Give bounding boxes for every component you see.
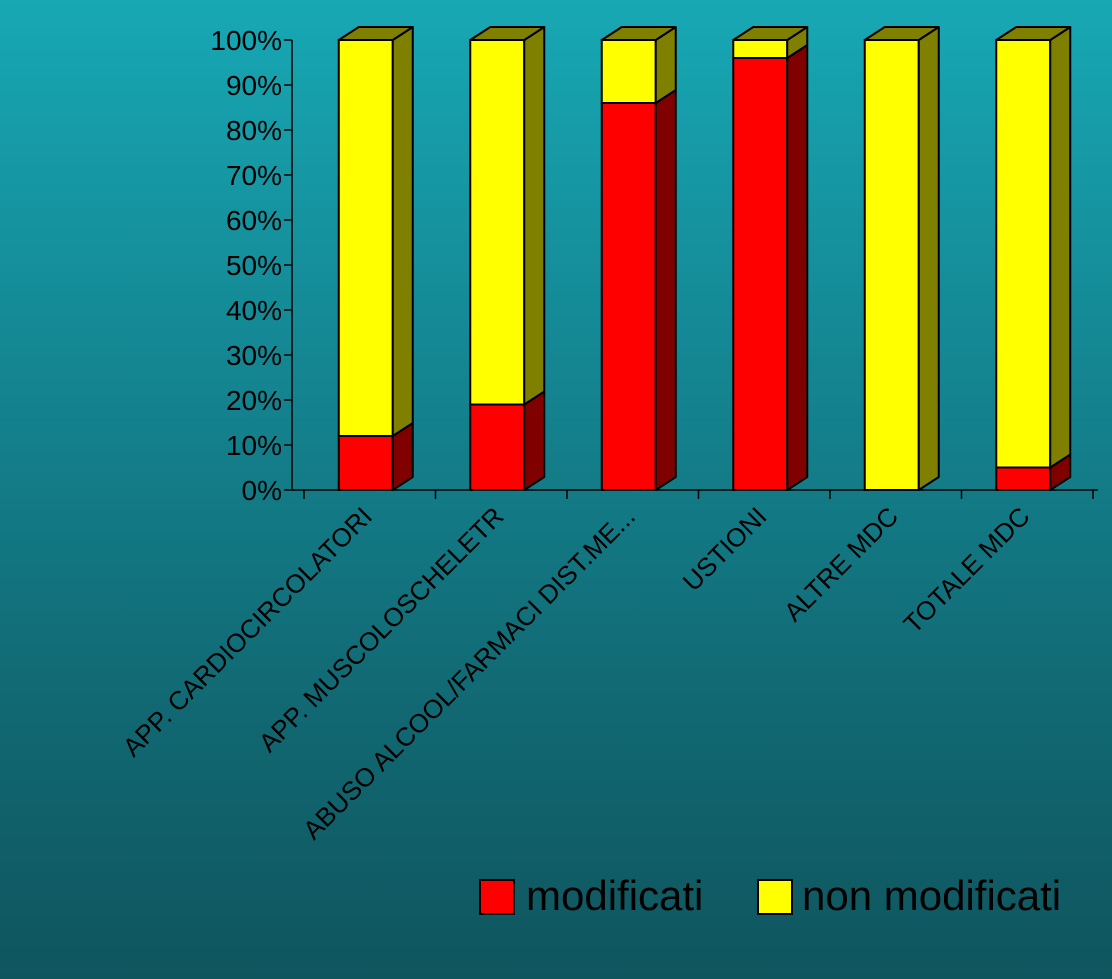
bar-top-5 [995, 26, 1072, 41]
y-tick-label: 40% [226, 295, 282, 326]
x-category-label: TOTALE MDC [897, 501, 1035, 639]
y-tick-label: 50% [226, 250, 282, 281]
bar-top-2 [600, 26, 677, 41]
legend-swatch-non-modificati [757, 879, 793, 915]
y-tick-label: 100% [210, 25, 282, 56]
y-tick-label: 70% [226, 160, 282, 191]
x-axis [292, 489, 1098, 499]
bar-4-non-modificati [863, 39, 920, 491]
bar-5-non-modificati [995, 39, 1052, 469]
bar-3-modificati [732, 57, 789, 491]
bar-top-3 [732, 26, 809, 41]
legend-label-non-modificati: non modificati [802, 872, 1061, 919]
bar-3-non-modificati [732, 39, 789, 59]
bar-side-1-non-modificati [523, 26, 546, 406]
y-tick-label: 10% [226, 430, 282, 461]
y-tick-label: 90% [226, 70, 282, 101]
legend-label-modificati: modificati [526, 872, 703, 919]
bar-side-5-non-modificati [1049, 26, 1072, 469]
bar-side-0-non-modificati [391, 26, 414, 437]
bar-side-3-modificati [786, 44, 809, 491]
x-category-label: ALTRE MDC [778, 501, 904, 627]
x-category-label: APP. CARDIOCIRCOLATORI [117, 501, 378, 762]
y-tick-label: 20% [226, 385, 282, 416]
bar-2-modificati [600, 102, 657, 491]
y-tick-label: 60% [226, 205, 282, 236]
bar-side-2-modificati [654, 89, 677, 491]
bar-2-non-modificati [600, 39, 657, 104]
y-tick-label: 0% [242, 475, 282, 506]
bar-top-4 [863, 26, 940, 41]
bar-1-modificati [469, 403, 526, 491]
bar-top-1 [469, 26, 546, 41]
y-axis: 0% 10% 20% 30% 40% 50% 60% 70% 80% 90% 100% [210, 25, 293, 506]
y-tick-label: 80% [226, 115, 282, 146]
bar-top-0 [337, 26, 414, 41]
bar-side-1-modificati [523, 390, 546, 491]
bar-5-modificati [995, 466, 1052, 491]
bars [337, 26, 1072, 491]
x-category-label: APP. MUSCOLOSCHELETR [253, 501, 510, 758]
legend: modificati non modificati [479, 872, 1061, 919]
bar-0-non-modificati [337, 39, 394, 437]
x-category-label: USTIONI [677, 501, 773, 597]
y-tick-label: 30% [226, 340, 282, 371]
bar-0-modificati [337, 435, 394, 491]
bar-1-non-modificati [469, 39, 526, 406]
legend-swatch-modificati [479, 879, 515, 915]
bar-side-4-non-modificati [917, 26, 940, 491]
